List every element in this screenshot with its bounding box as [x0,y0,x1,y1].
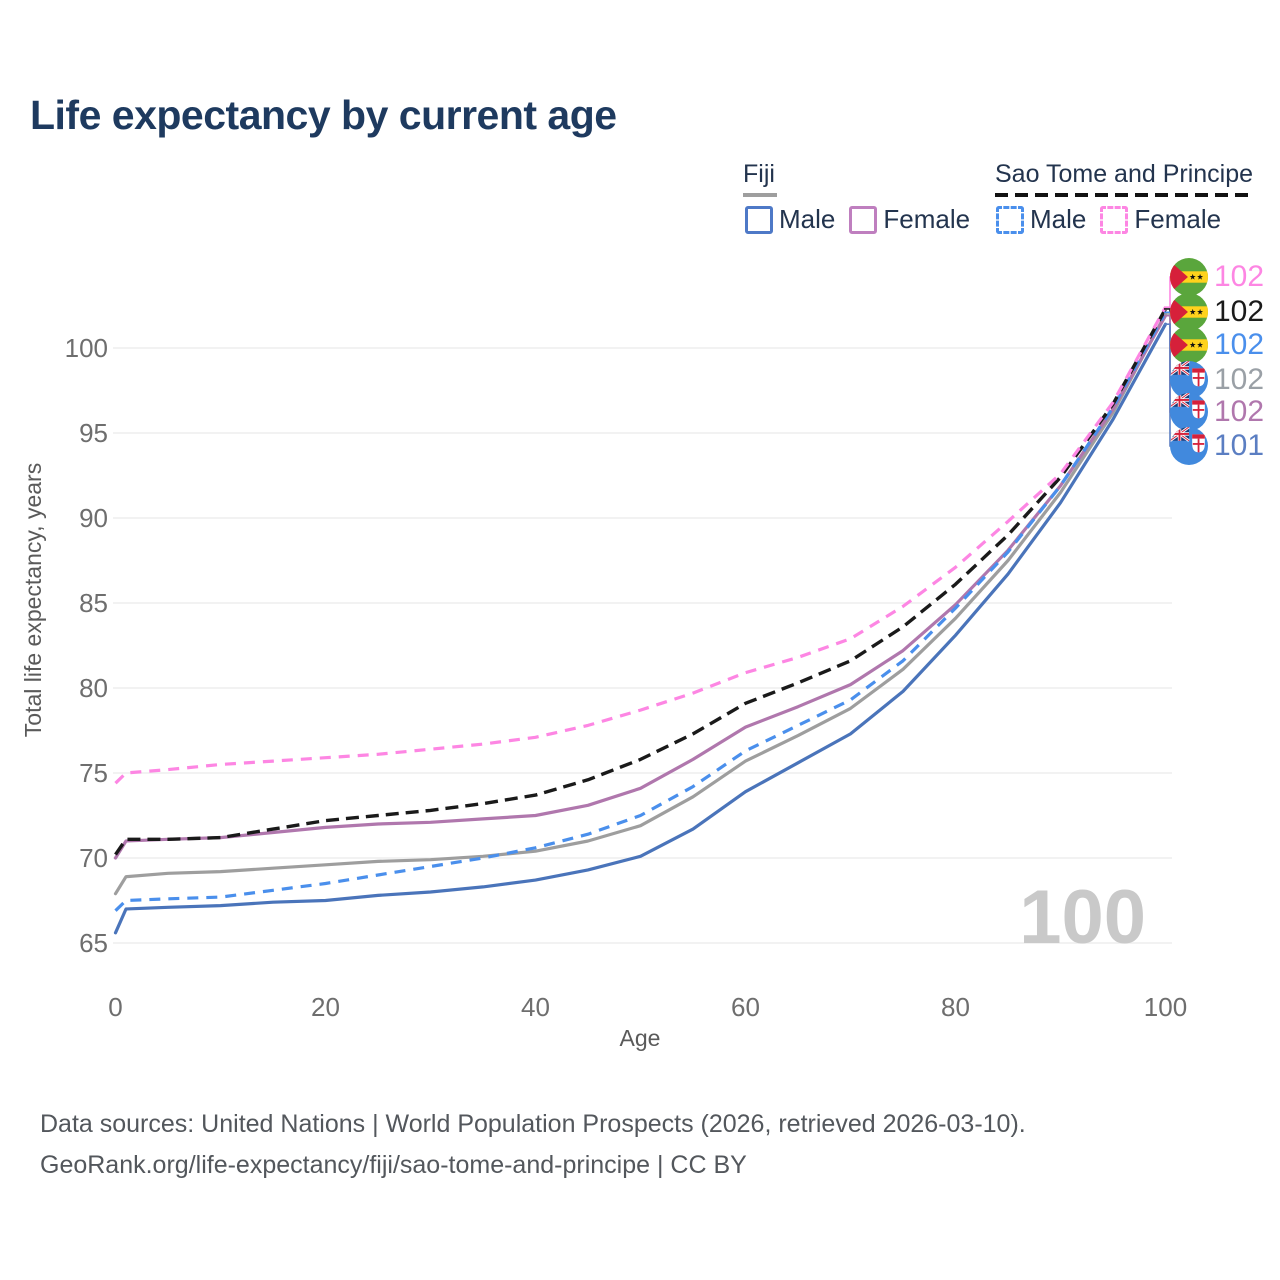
sao-tome-female-swatch-icon [1100,205,1129,234]
legend-item-fiji-male[interactable]: Male [745,204,835,235]
series-line-stp_female[interactable] [114,306,1167,785]
sao-tome-male-swatch-icon [996,205,1024,234]
y-tick-label: 100 [65,333,108,363]
legend-fiji-label[interactable]: Fiji [743,160,775,188]
attribution-link-text[interactable]: GeoRank.org/life-expectancy/fiji/sao-tom… [40,1151,747,1179]
legend-sao-tome-label[interactable]: Sao Tome and Principe [995,160,1254,188]
x-tick-label: 20 [311,992,340,1022]
sao-tome-total-line-swatch [995,193,1253,197]
legend-sao-tome-items: Male Female [996,204,1221,235]
leader-line-fiji_male [1164,323,1179,447]
legend-group-sao-tome: Sao Tome and Principe [995,160,1253,197]
legend-fiji-items: Male Female [745,204,970,235]
age-watermark: 100 [1019,875,1146,960]
x-tick-label: 40 [521,992,550,1022]
series-line-fiji_total[interactable] [113,312,1168,896]
series-line-stp_male[interactable] [114,311,1167,912]
legend-item-sao-tome-male[interactable]: Male [996,204,1086,235]
page-title: Life expectancy by current age [30,92,617,138]
series-line-fiji_male[interactable] [113,322,1168,935]
y-tick-label: 85 [79,588,108,618]
y-axis-title: Total life expectancy, years [20,463,46,737]
sao-tome-female-label: Female [1134,204,1222,234]
series-line-stp_total[interactable] [114,308,1167,856]
leader-line-fiji_female [1164,314,1179,413]
x-axis-title: Age [620,1025,661,1051]
leader-line-stp_female [1164,276,1179,308]
y-tick-label: 75 [79,758,108,788]
legend-item-fiji-female[interactable]: Female [849,204,970,235]
data-source-text: Data sources: United Nations | World Pop… [40,1110,1026,1138]
legend-item-sao-tome-female[interactable]: Female [1100,204,1221,235]
y-tick-label: 95 [79,418,108,448]
x-tick-label: 0 [108,992,122,1022]
footer: Data sources: United Nations | World Pop… [40,1104,1026,1186]
fiji-female-label: Female [883,204,971,234]
fiji-female-swatch-icon [849,205,878,234]
series-line-fiji_female[interactable] [113,314,1168,860]
y-tick-label: 70 [79,843,108,873]
x-tick-label: 80 [941,992,970,1022]
legend-group-fiji: Fiji [743,160,777,197]
fiji-male-swatch-icon [745,205,773,234]
sao-tome-male-label: Male [1030,204,1087,234]
y-tick-label: 65 [79,928,108,958]
fiji-total-line-swatch [743,193,777,197]
x-tick-label: 100 [1144,992,1187,1022]
y-tick-label: 90 [79,503,108,533]
x-tick-label: 60 [731,992,760,1022]
fiji-male-label: Male [779,204,836,234]
y-tick-label: 80 [79,673,108,703]
